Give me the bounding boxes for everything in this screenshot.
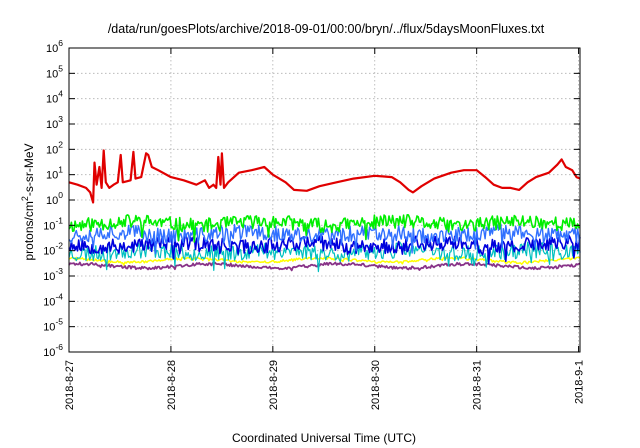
y-tick-label-exponent: 1	[58, 165, 63, 175]
x-tick-label: 2018-8-31	[472, 360, 484, 410]
y-tick-label-exponent: 3	[58, 114, 63, 124]
x-tick-label: 2018-8-29	[268, 360, 280, 410]
y-tick-label-exponent: 6	[58, 38, 63, 48]
series-line	[68, 261, 581, 272]
chart-title: /data/run/goesPlots/archive/2018-09-01/0…	[108, 22, 545, 36]
series-line	[68, 256, 581, 266]
y-tick-labels: 10-610-510-410-310-210-11001011021031041…	[43, 38, 63, 359]
x-tick-label: 2018-9-1	[574, 360, 586, 404]
y-tick-label-base: 10	[46, 68, 58, 80]
y-tick-label-base: 10	[46, 43, 58, 55]
y-tick-label-base: 10	[43, 246, 55, 258]
x-tick-label: 2018-8-27	[64, 360, 76, 410]
y-tick-label-base: 10	[43, 296, 55, 308]
y-tick-label-exponent: -2	[55, 241, 63, 251]
y-tick-label: 10-3	[43, 266, 63, 283]
y-tick-label: 103	[46, 114, 63, 131]
series-group	[68, 149, 581, 273]
y-tick-label-base: 10	[43, 347, 55, 359]
y-tick-label: 10-6	[43, 342, 63, 359]
y-tick-label-exponent: -6	[55, 342, 63, 352]
y-tick-label: 101	[46, 165, 63, 182]
x-tick-labels: 2018-8-27 2018-8-28 2018-8-29 2018-8-30 2018…	[64, 360, 586, 410]
y-tick-label: 10-5	[43, 317, 63, 334]
y-tick-label-exponent: -5	[55, 317, 63, 327]
y-tick-label-base: 10	[46, 144, 58, 156]
x-tick-label: 2018-8-30	[370, 360, 382, 410]
y-tick-label: 10-4	[43, 291, 63, 308]
x-tick-label: 2018-8-28	[166, 360, 178, 410]
y-tick-label: 102	[46, 139, 63, 156]
y-tick-label-exponent: 2	[58, 139, 63, 149]
y-tick-label-base: 10	[43, 220, 55, 232]
y-tick-label-exponent: -4	[55, 291, 63, 301]
y-tick-label-base: 10	[43, 322, 55, 334]
y-tick-label-base: 10	[46, 170, 58, 182]
grid	[68, 47, 580, 353]
y-tick-label: 100	[46, 190, 63, 207]
y-tick-label-exponent: -1	[55, 215, 63, 225]
y-tick-label-base: 10	[46, 94, 58, 106]
y-tick-label: 106	[46, 38, 63, 55]
x-axis-label: Coordinated Universal Time (UTC)	[232, 431, 416, 445]
y-tick-label-exponent: -3	[55, 266, 63, 276]
series-line	[68, 149, 581, 204]
y-tick-label-exponent: 5	[58, 63, 63, 73]
y-tick-label-base: 10	[43, 271, 55, 283]
series-line	[68, 214, 581, 243]
y-tick-label: 105	[46, 63, 63, 80]
y-tick-label: 10-2	[43, 241, 63, 258]
y-tick-label: 104	[46, 89, 63, 106]
y-tick-label-base: 10	[46, 195, 58, 207]
series-line	[68, 234, 581, 265]
y-tick-label-exponent: 4	[58, 89, 63, 99]
y-tick-label: 10-1	[43, 215, 63, 232]
y-axis-label: protons/cm2-s-sr-MeV	[20, 143, 36, 260]
y-tick-label-exponent: 0	[58, 190, 63, 200]
ticks	[68, 47, 580, 353]
y-tick-label-base: 10	[46, 119, 58, 131]
